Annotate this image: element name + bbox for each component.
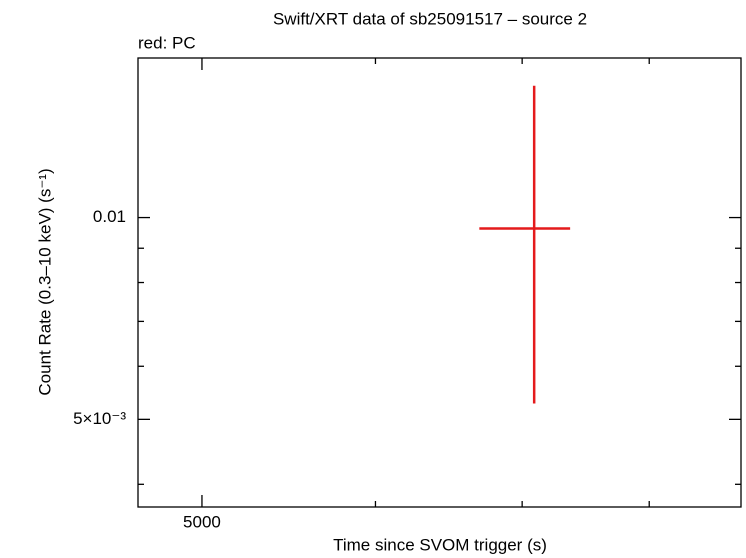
plot-frame xyxy=(137,57,742,508)
chart-title: Swift/XRT data of sb25091517 – source 2 xyxy=(273,9,587,28)
y-axis-label: Count Rate (0.3–10 keV) (s⁻¹) xyxy=(35,168,54,395)
y-tick-label: 5×10⁻³ xyxy=(73,409,126,428)
x-tick-label: 5000 xyxy=(183,512,221,531)
chart-subtitle: red: PC xyxy=(138,33,196,52)
x-axis-label: Time since SVOM trigger (s) xyxy=(333,535,547,554)
y-tick-label: 0.01 xyxy=(93,207,126,226)
